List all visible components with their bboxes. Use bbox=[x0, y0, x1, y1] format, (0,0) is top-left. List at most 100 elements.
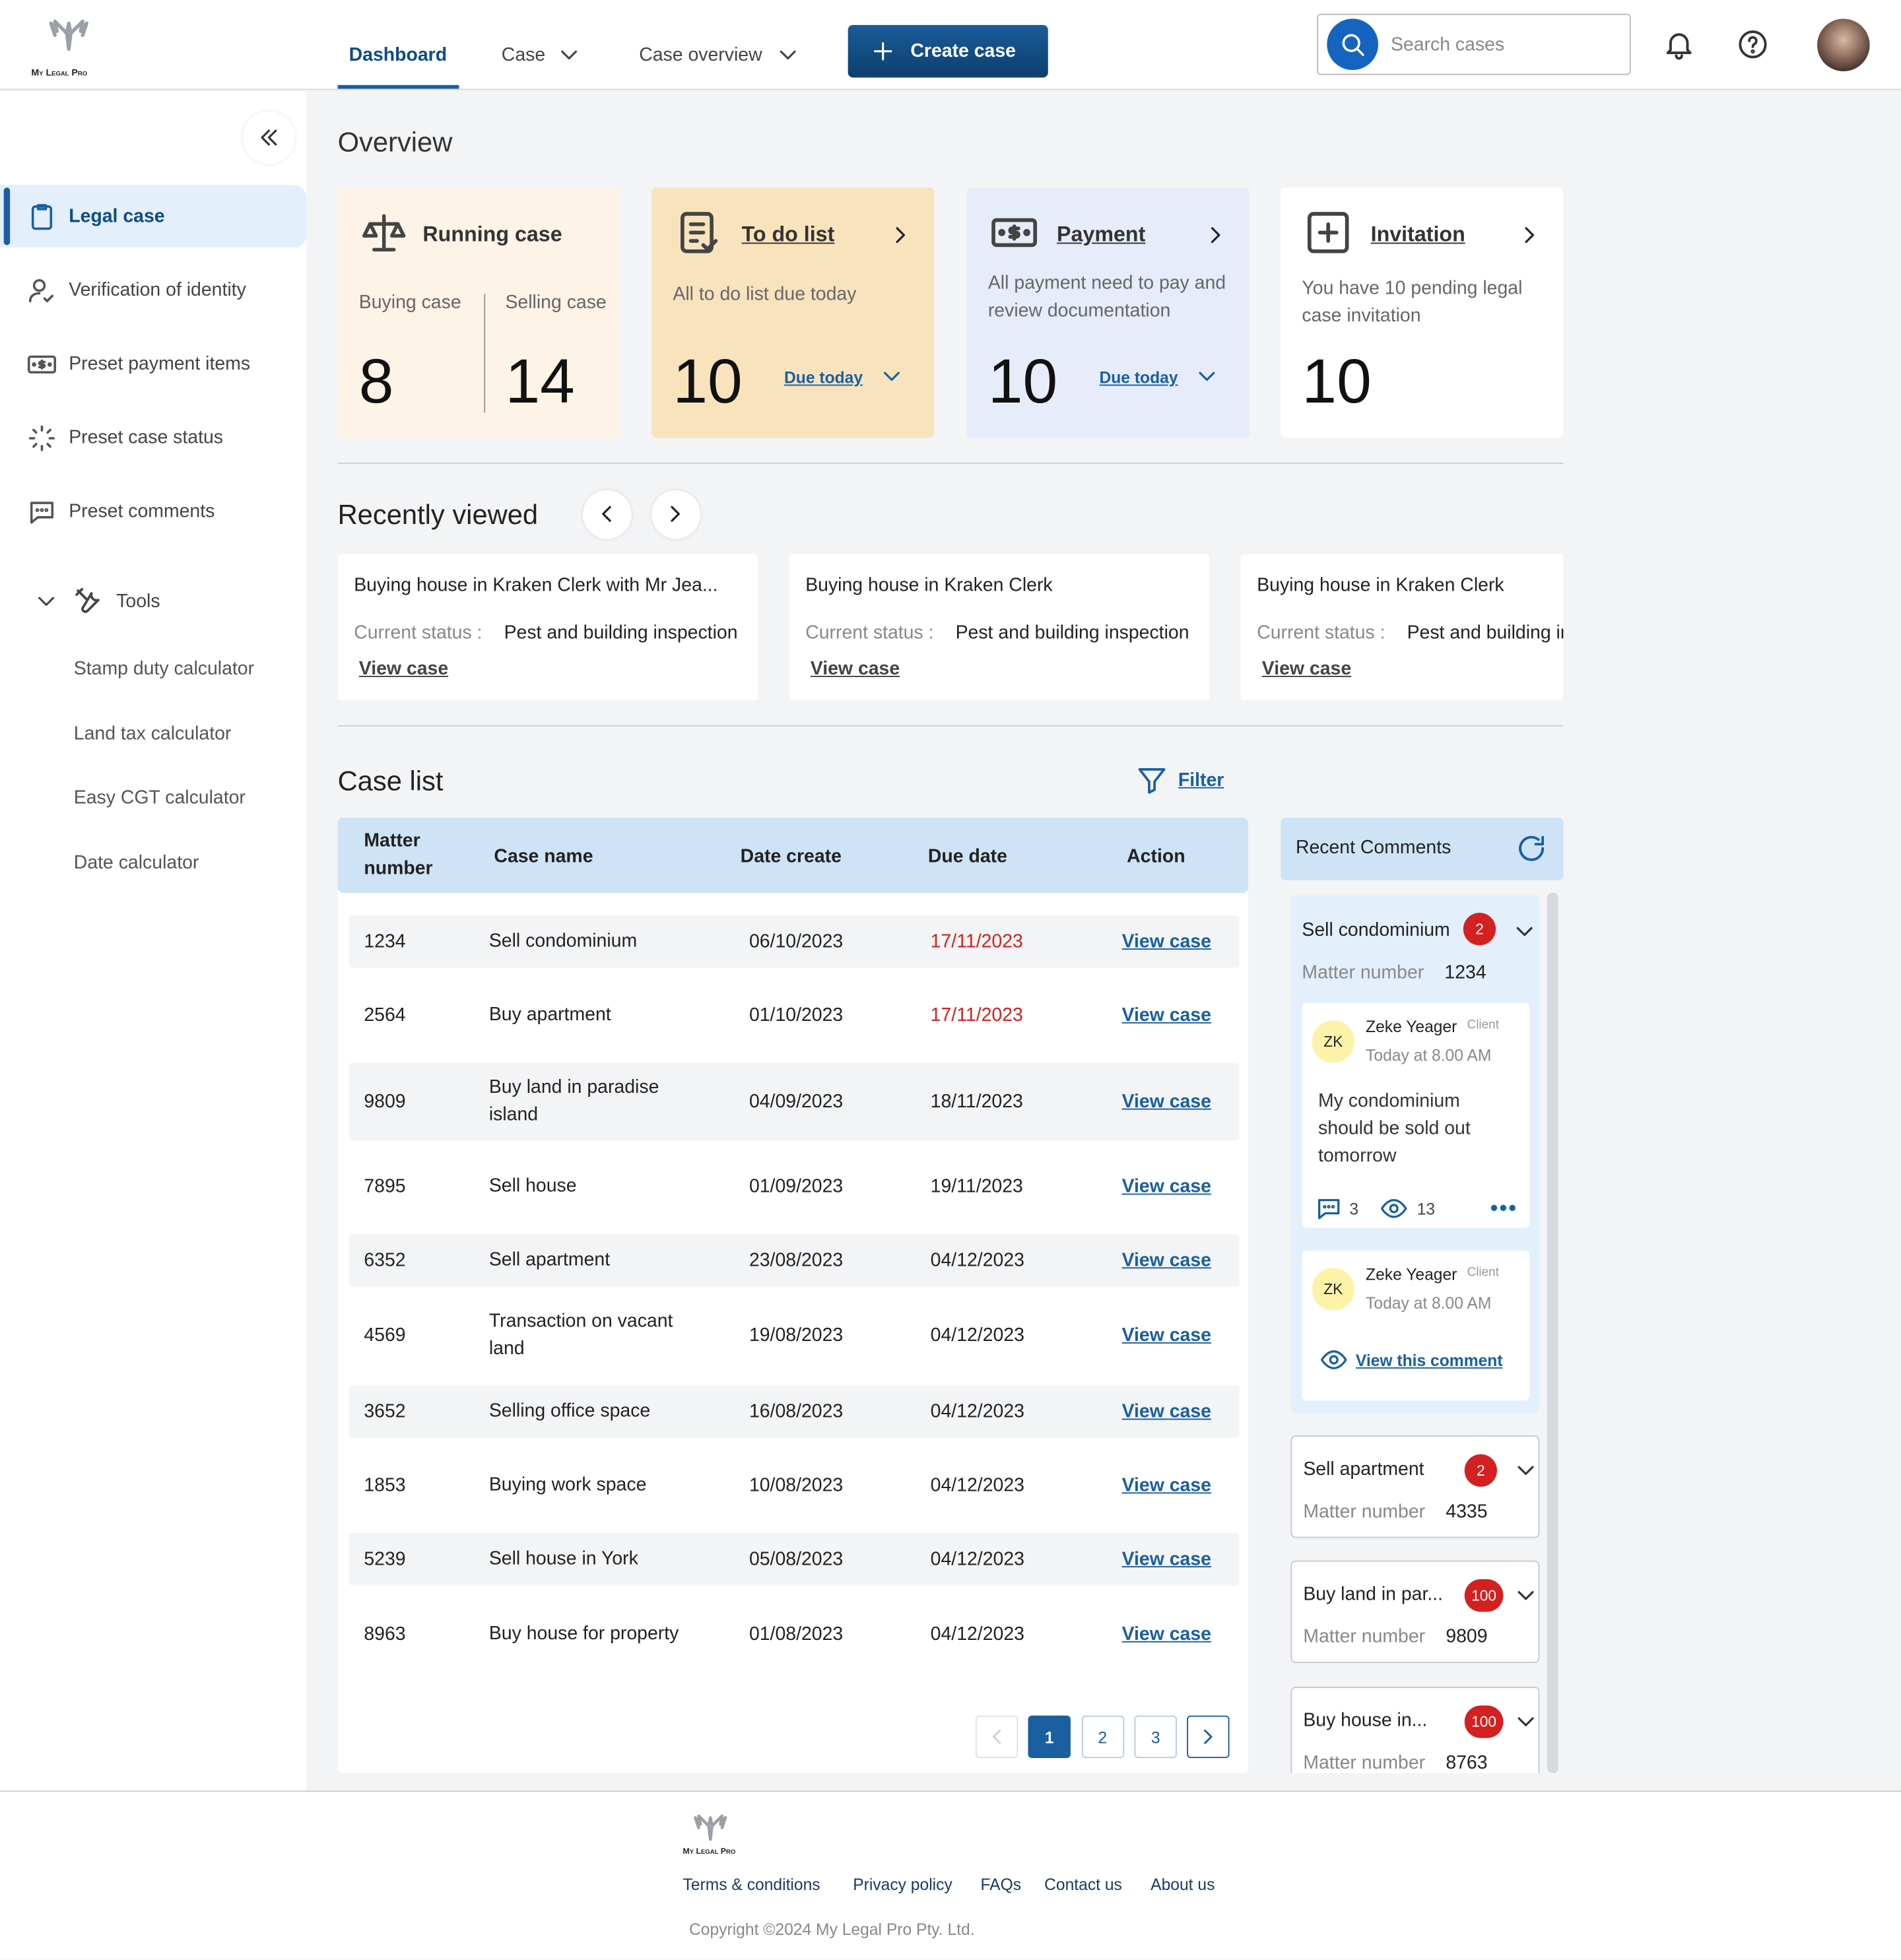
card-chevron bbox=[1516, 221, 1543, 249]
footer-link[interactable]: FAQs bbox=[980, 1875, 1022, 1894]
card-value: 10 bbox=[1302, 346, 1372, 416]
icon-shape bbox=[1525, 227, 1535, 244]
icon-shape bbox=[1138, 768, 1166, 794]
icon-shape bbox=[1327, 1204, 1331, 1209]
filter-link[interactable]: Filter bbox=[1178, 769, 1224, 791]
comment-time: Today at 8.00 AM bbox=[1366, 1045, 1492, 1065]
menu-item[interactable]: Preset case status bbox=[69, 427, 224, 449]
view-case-link[interactable]: View case bbox=[1121, 1324, 1211, 1346]
tool-item[interactable]: Easy CGT calculator bbox=[73, 787, 246, 808]
icon-shape bbox=[362, 214, 406, 252]
replies-icon[interactable] bbox=[1314, 1194, 1343, 1223]
page-button[interactable]: 1 bbox=[1028, 1715, 1071, 1759]
view-case-link[interactable]: View case bbox=[810, 658, 900, 680]
row-stripe bbox=[349, 1532, 1240, 1586]
footer-link[interactable]: About us bbox=[1151, 1875, 1215, 1894]
comment-group[interactable]: Buy land in par... 100 Matter number 9809 bbox=[1290, 1560, 1540, 1664]
overview-card[interactable]: Invitation You have 10 pending legal case… bbox=[1281, 187, 1564, 438]
matter-number: 3652 bbox=[364, 1401, 406, 1423]
icon-shape bbox=[1525, 227, 1535, 244]
matter-value: 4335 bbox=[1446, 1501, 1488, 1522]
icon-shape bbox=[261, 129, 277, 146]
view-case-link[interactable]: View case bbox=[1261, 658, 1352, 680]
carousel-button[interactable] bbox=[582, 490, 632, 539]
card-title: Payment bbox=[1057, 222, 1146, 247]
count-badge: 2 bbox=[1464, 1454, 1498, 1487]
tool-item[interactable]: Stamp duty calculator bbox=[73, 658, 255, 680]
view-case-link[interactable]: View case bbox=[1121, 931, 1211, 952]
due-date: 04/12/2023 bbox=[930, 1249, 1024, 1272]
create-case-button[interactable]: Create case bbox=[848, 24, 1048, 78]
due-date: 19/11/2023 bbox=[930, 1176, 1023, 1198]
view-case-link[interactable]: View case bbox=[358, 658, 449, 680]
matter-value: 8763 bbox=[1446, 1752, 1488, 1773]
menu-item[interactable]: Verification of identity bbox=[69, 279, 246, 301]
carousel-button[interactable] bbox=[651, 490, 701, 539]
view-case-link[interactable]: View case bbox=[1121, 1249, 1211, 1272]
next-page[interactable] bbox=[1187, 1715, 1230, 1759]
card-icon bbox=[674, 208, 724, 258]
icon-shape bbox=[38, 597, 55, 606]
card-link[interactable]: Due today bbox=[784, 368, 863, 387]
footer-link[interactable]: Terms & conditions bbox=[683, 1875, 820, 1894]
recent-card: Buying house in Kraken Clerk with Mr Jea… bbox=[337, 554, 758, 701]
icon-shape bbox=[896, 227, 905, 244]
overview-card[interactable]: Payment All payment need to pay and revie… bbox=[966, 187, 1250, 438]
view-comment-link[interactable]: View this comment bbox=[1355, 1351, 1503, 1370]
view-case-link[interactable]: View case bbox=[1121, 1401, 1211, 1423]
menu-item[interactable]: Preset comments bbox=[69, 500, 215, 523]
nav-item[interactable]: Case overview bbox=[639, 44, 762, 66]
matter-label: Matter number bbox=[1302, 962, 1424, 984]
page-button[interactable]: 3 bbox=[1134, 1715, 1177, 1759]
view-case-link[interactable]: View case bbox=[1121, 1623, 1211, 1645]
page-button[interactable]: 2 bbox=[1081, 1715, 1124, 1759]
overview-card[interactable]: To do list All to do list due today 10 Due … bbox=[651, 187, 935, 438]
icon-shape bbox=[1320, 1350, 1347, 1369]
menu-item[interactable]: Legal case bbox=[69, 205, 165, 227]
icon-shape bbox=[1666, 33, 1692, 54]
prev-page[interactable] bbox=[975, 1715, 1018, 1759]
status-value: Pest and building inspection bbox=[955, 622, 1189, 643]
nav-item[interactable]: Dashboard bbox=[349, 44, 448, 66]
icon-shape bbox=[561, 50, 578, 60]
matter-number: 6352 bbox=[364, 1249, 406, 1272]
help-icon[interactable] bbox=[1736, 28, 1770, 61]
comment-group[interactable]: Sell condominium 2 Matter number 1234 ZK Zeke… bbox=[1290, 895, 1540, 1414]
notification-icon[interactable] bbox=[1662, 28, 1696, 61]
comment-group[interactable]: Sell apartment 2 Matter number 4335 bbox=[1290, 1435, 1540, 1538]
icon-shape bbox=[32, 278, 46, 292]
search-box[interactable]: Search cases bbox=[1317, 13, 1631, 75]
collapse-button[interactable] bbox=[242, 111, 296, 164]
filter-icon[interactable] bbox=[1135, 764, 1168, 797]
icon-shape bbox=[873, 42, 892, 61]
date-created: 01/09/2023 bbox=[749, 1176, 844, 1198]
icon-shape bbox=[896, 227, 905, 244]
icon-shape bbox=[75, 588, 100, 613]
nav-item[interactable]: Case bbox=[501, 44, 546, 66]
view-case-link[interactable]: View case bbox=[1121, 1474, 1211, 1497]
comment-group[interactable]: Buy house in... 100 Matter number 8763 bbox=[1290, 1687, 1540, 1773]
comment-role: Client bbox=[1467, 1266, 1499, 1280]
view-case-link[interactable]: View case bbox=[1121, 1091, 1211, 1113]
view-case-link[interactable]: View case bbox=[1121, 1176, 1211, 1198]
tool-item[interactable]: Date calculator bbox=[73, 852, 199, 874]
card-link[interactable]: Due today bbox=[1099, 368, 1178, 387]
avatar[interactable] bbox=[1817, 18, 1870, 72]
view-case-link[interactable]: View case bbox=[1121, 1548, 1211, 1570]
tool-item[interactable]: Land tax calculator bbox=[73, 723, 232, 745]
comment-role: Client bbox=[1467, 1018, 1499, 1033]
icon-shape bbox=[1748, 36, 1758, 48]
tools-chevron[interactable] bbox=[32, 588, 60, 616]
refresh-icon[interactable] bbox=[1515, 832, 1549, 865]
icon-shape bbox=[1389, 1204, 1399, 1214]
icon-shape bbox=[40, 507, 44, 512]
more-button[interactable] bbox=[1489, 1202, 1517, 1213]
footer-link[interactable]: Contact us bbox=[1044, 1875, 1122, 1894]
footer-link[interactable]: Privacy policy bbox=[853, 1875, 952, 1894]
view-case-link[interactable]: View case bbox=[1121, 1004, 1211, 1026]
icon-shape bbox=[1517, 1717, 1534, 1726]
menu-item[interactable]: Preset payment items bbox=[69, 353, 251, 375]
comment-author: Zeke Yeager bbox=[1366, 1017, 1457, 1036]
column-header: Date create bbox=[740, 845, 842, 868]
